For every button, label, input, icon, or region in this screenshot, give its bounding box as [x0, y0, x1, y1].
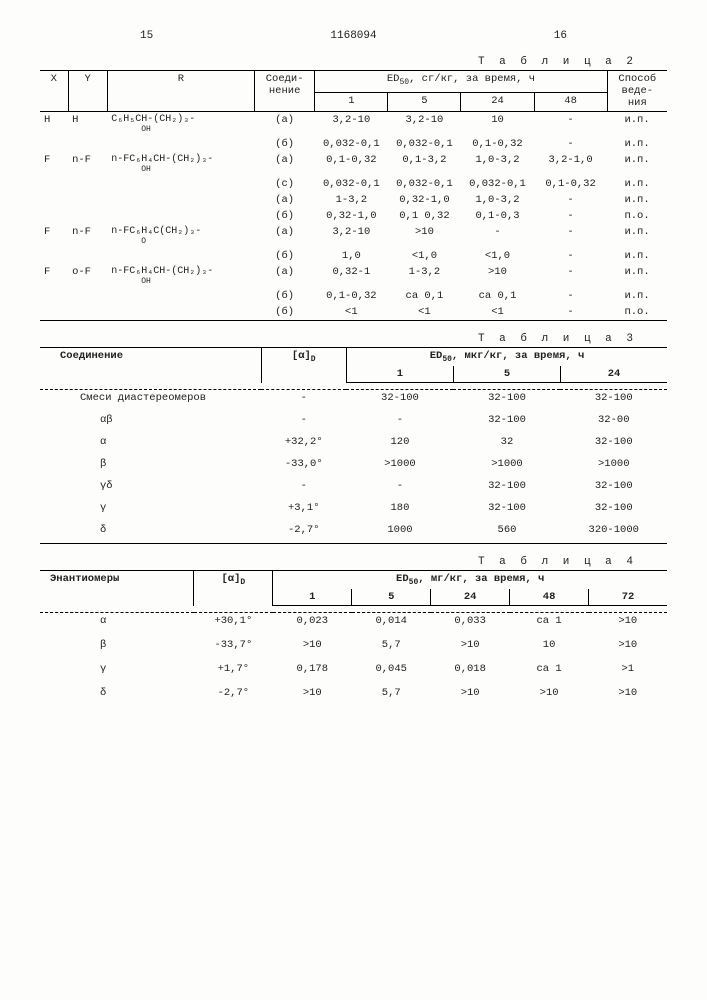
table4-title: Т а б л и ц а 4: [40, 556, 637, 568]
table2-title: Т а б л и ц а 2: [40, 56, 637, 68]
doc-number: 1168094: [330, 30, 376, 42]
table-row: (б)1,0<1,0<1,0-и.п.: [40, 248, 667, 264]
table-row: (с)0,032-0,10,032-0,10,032-0,10,1-0,32и.…: [40, 176, 667, 192]
col-ed4-group: ED50, мг/кг, за время, ч: [273, 571, 667, 590]
col-t48: 48: [534, 92, 607, 111]
table-row: α+32,2°1203232-100: [40, 434, 667, 456]
col-conn: Соеди- нение: [254, 71, 314, 112]
table-row: HHC₆H₅CH-(CH₂)₃-OH(а)3,2-103,2-1010-и.п.: [40, 112, 667, 137]
table2: X Y R Соеди- нение ED50, сг/кг, за время…: [40, 70, 667, 325]
col-conn4: Энантиомеры: [40, 571, 194, 606]
table-row: (б)0,032-0,10,032-0,10,1-0,32-и.п.: [40, 136, 667, 152]
col-alpha4: [α]D: [194, 571, 273, 606]
col-t1: 1: [315, 92, 388, 111]
col-y: Y: [68, 71, 107, 112]
table4: Энантиомеры [α]D ED50, мг/кг, за время, …: [40, 570, 667, 709]
col-r: R: [107, 71, 254, 112]
col-conn3: Соединение: [40, 348, 261, 383]
table3: Соединение [α]D ED50, мкг/кг, за время, …: [40, 347, 667, 548]
col-alpha3: [α]D: [261, 348, 346, 383]
col-t24: 24: [461, 92, 534, 111]
table-row: (б)0,1-0,32са 0,1са 0,1-и.п.: [40, 288, 667, 304]
table-row: α+30,1°0,0230,0140,033са 1>10: [40, 613, 667, 637]
table-row: Смеси диастереомеров-32-10032-10032-100: [40, 390, 667, 412]
col-ed-group: ED50, сг/кг, за время, ч: [315, 71, 607, 93]
table-row: β-33,7°>105,7>1010>10: [40, 637, 667, 661]
table-row: Fo-Fn-FC₆H₄CH-(CH₂)₃-OH(а)0,32-11-3,2>10…: [40, 264, 667, 288]
table-row: γδ--32-10032-100: [40, 478, 667, 500]
table-row: (б)0,32-1,00,1 0,320,1-0,3-п.о.: [40, 208, 667, 224]
table-row: δ-2,7°>105,7>10>10>10: [40, 685, 667, 709]
table-row: (а)1-3,20,32-1,01,0-3,2-и.п.: [40, 192, 667, 208]
table-row: β-33,0°>1000>1000>1000: [40, 456, 667, 478]
col-method: Способ веде- ния: [607, 71, 667, 112]
table-row: αβ--32-10032-00: [40, 412, 667, 434]
col-x: X: [40, 71, 68, 112]
col-t5: 5: [388, 92, 461, 111]
table-row: Fn-Fn-FC₆H₄CH-(CH₂)₃-OH(а)0,1-0,320,1-3,…: [40, 152, 667, 176]
col-ed3-group: ED50, мкг/кг, за время, ч: [346, 348, 667, 367]
table-row: Fn-Fn-FC₆H₄C(CH₂)₃-O(а)3,2-10>10--и.п.: [40, 224, 667, 248]
page-right: 16: [554, 30, 567, 42]
table-row: γ+1,7°0,1780,0450,018са 1>1: [40, 661, 667, 685]
table-row: δ-2,7°1000560320-1000: [40, 522, 667, 544]
page-header: 15 1168094 16: [40, 30, 667, 48]
page-left: 15: [140, 30, 153, 42]
table-row: (б)<1<1<1-п.о.: [40, 304, 667, 321]
table-row: γ+3,1°18032-10032-100: [40, 500, 667, 522]
table3-title: Т а б л и ц а 3: [40, 333, 637, 345]
